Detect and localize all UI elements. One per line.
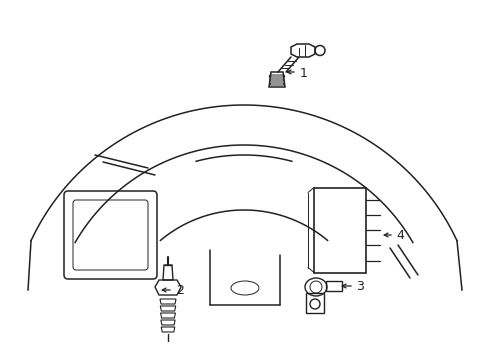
Text: 2: 2 bbox=[176, 284, 183, 297]
Text: 1: 1 bbox=[299, 67, 307, 80]
Bar bbox=[313, 188, 365, 273]
Text: 3: 3 bbox=[355, 279, 363, 292]
Text: 4: 4 bbox=[395, 229, 403, 242]
